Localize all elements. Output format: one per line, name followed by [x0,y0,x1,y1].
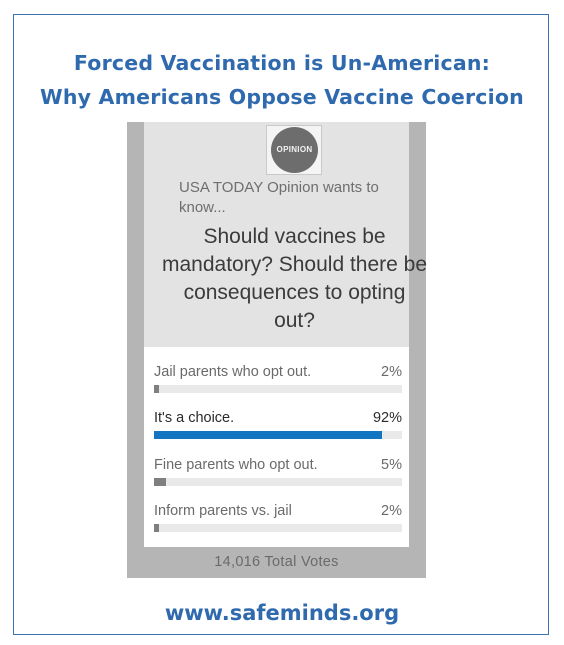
option-bar-track [154,385,402,393]
poll-option[interactable]: It's a choice. 92% [154,408,402,448]
poll-question: Should vaccines be mandatory? Should the… [162,225,428,332]
poll-option[interactable]: Jail parents who opt out. 2% [154,362,402,402]
poll-screenshot: OPINION USA TODAY Opinion wants to know.… [127,122,427,578]
option-percent: 92% [372,410,402,426]
poll-asker: USA TODAY Opinion wants to know... [179,179,379,216]
poll-option[interactable]: Inform parents vs. jail 2% [154,501,402,541]
option-bar-track [154,431,402,439]
headline-line-2: Why Americans Oppose Vaccine Coercion [40,85,524,109]
option-label: Jail parents who opt out. [154,364,312,380]
option-bar-fill [154,478,167,486]
option-bar-fill [154,524,159,532]
option-bar-fill [154,431,383,439]
poll-options: Jail parents who opt out. 2% It's a choi… [144,347,409,547]
option-bar-track [154,524,402,532]
option-label: Inform parents vs. jail [154,503,292,519]
option-bar-track [154,478,402,486]
option-label: It's a choice. [154,410,235,426]
option-percent: 2% [381,364,402,380]
option-percent: 2% [381,503,402,519]
opinion-logo-tile: OPINION [266,125,322,175]
poll-header: OPINION USA TODAY Opinion wants to know.… [144,122,427,347]
website-url[interactable]: www.safeminds.org [164,601,400,625]
poll-option[interactable]: Fine parents who opt out. 5% [154,455,402,495]
headline: Forced Vaccination is Un-American: Why A… [0,46,564,114]
total-votes: 14,016 Total Votes [214,554,339,570]
headline-line-1: Forced Vaccination is Un-American: [73,51,491,75]
option-bar-fill [154,385,159,393]
option-label: Fine parents who opt out. [154,457,318,473]
option-percent: 5% [381,457,402,473]
opinion-logo-icon: OPINION [271,127,318,173]
